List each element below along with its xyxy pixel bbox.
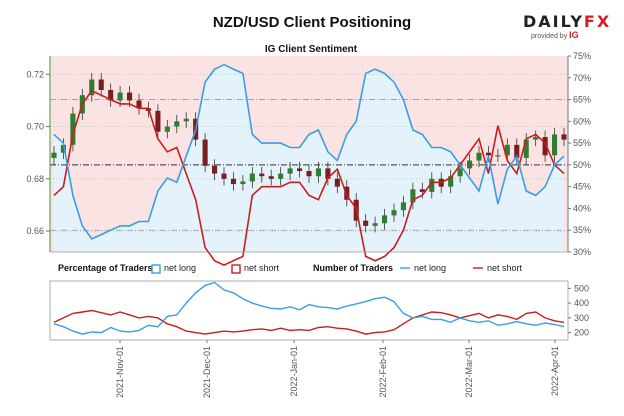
price-candle: [164, 126, 170, 132]
date-tick-label: 2021-Nov-01: [115, 346, 125, 398]
right-tick-label: 35%: [573, 225, 591, 235]
legend: Percentage of Traders net long net short…: [58, 263, 523, 274]
price-candle: [60, 144, 66, 153]
dailyfx-logo: DAILYFX provided by IG: [523, 12, 619, 40]
price-candle: [108, 89, 114, 101]
left-tick-label: 0.72: [26, 69, 44, 79]
price-candle: [533, 137, 539, 140]
right-tick-label: 65%: [573, 95, 591, 105]
price-candle: [410, 189, 416, 203]
legend-pct-long-swatch: [151, 264, 161, 274]
price-candle: [552, 134, 558, 156]
price-candle: [278, 173, 284, 179]
count-tick-label: 500: [574, 283, 589, 293]
count-net-long-line: [53, 281, 565, 335]
legend-pct-short: net short: [244, 263, 280, 273]
right-tick-label: 70%: [573, 73, 591, 83]
net-long-area: [54, 64, 564, 252]
legend-num-long: net long: [414, 263, 446, 273]
left-tick-label: 0.66: [26, 226, 44, 236]
price-candle: [70, 113, 76, 145]
price-candle: [495, 155, 501, 157]
legend-num-short: net short: [487, 263, 523, 273]
left-tick-label: 0.68: [26, 174, 44, 184]
price-candle: [249, 173, 255, 182]
legend-pct-long: net long: [164, 263, 196, 273]
right-tick-label: 75%: [573, 51, 591, 61]
price-candle: [51, 152, 57, 158]
price-candle: [467, 160, 473, 169]
price-candle: [504, 144, 510, 156]
net-short-line: [53, 89, 565, 266]
logo-wordmark: DAILYFX: [523, 12, 612, 31]
count-tick-label: 300: [574, 313, 589, 323]
price-candle: [419, 189, 425, 192]
date-tick-label: 2022-Feb-01: [378, 346, 388, 398]
date-tick-label: 2021-Dec-01: [202, 346, 212, 398]
price-candle: [212, 165, 218, 174]
price-candle: [89, 79, 95, 96]
date-tick-label: 2022-Apr-01: [550, 346, 560, 396]
price-candle: [202, 139, 208, 166]
left-tick-label: 0.70: [26, 122, 44, 132]
price-candle: [259, 173, 265, 177]
price-candle: [230, 178, 236, 185]
price-candle: [382, 215, 388, 224]
price-candle: [334, 178, 340, 187]
net-long-line: [53, 63, 565, 240]
price-candle: [429, 178, 435, 192]
price-candle: [391, 210, 397, 216]
right-tick-label: 45%: [573, 182, 591, 192]
count-tick-label: 400: [574, 298, 589, 308]
price-candle: [514, 144, 520, 158]
price-candle: [325, 168, 331, 179]
date-tick-label: 2022-Jan-01: [289, 346, 299, 397]
price-candle: [183, 118, 189, 122]
right-tick-label: 30%: [573, 247, 591, 257]
price-candle: [476, 152, 482, 161]
price-candle: [448, 176, 454, 187]
right-tick-label: 60%: [573, 116, 591, 126]
legend-pct-title: Percentage of Traders: [58, 263, 153, 273]
price-candle: [306, 170, 312, 177]
price-candle: [117, 92, 123, 101]
chart-subtitle: IG Client Sentiment: [265, 44, 358, 55]
price-candle: [363, 220, 369, 226]
price-candle: [315, 168, 321, 177]
price-candle: [400, 202, 406, 211]
price-candle: [268, 176, 274, 179]
price-candle: [523, 139, 529, 158]
price-candle: [485, 152, 491, 156]
legend-pct-short-swatch: [231, 264, 241, 274]
right-tick-label: 50%: [573, 160, 591, 170]
price-candle: [127, 92, 133, 101]
sentiment-panel: 0.66 0.68 0.70 0.72 30% 35% 40% 45% 50% 55% 60% 65%…: [26, 51, 591, 266]
legend-num-title: Number of Traders: [313, 263, 393, 273]
right-tick-label: 40%: [573, 203, 591, 213]
count-net-short-line: [53, 309, 565, 335]
date-tick-label: 2022-Mar-01: [464, 346, 474, 398]
trader-count-panel: 200 300 400 500: [49, 280, 589, 341]
price-candle: [155, 110, 161, 132]
price-candle: [297, 168, 303, 171]
price-candle: [372, 223, 378, 226]
right-tick-label: 55%: [573, 138, 591, 148]
count-tick-label: 200: [574, 328, 589, 338]
chart-title: NZD/USD Client Positioning: [212, 14, 412, 31]
price-candle: [561, 134, 567, 140]
date-axis: 2021-Nov-01 2021-Dec-01 2022-Jan-01 2022-Fe…: [115, 340, 560, 398]
price-candle: [221, 173, 227, 179]
price-candle: [136, 100, 142, 109]
logo-subtext: provided by IG: [531, 30, 579, 40]
price-candle: [174, 121, 180, 127]
price-candle: [287, 168, 293, 174]
price-candle: [457, 168, 463, 177]
price-candle: [542, 137, 548, 156]
price-candle: [98, 79, 104, 90]
price-candle: [240, 181, 246, 185]
